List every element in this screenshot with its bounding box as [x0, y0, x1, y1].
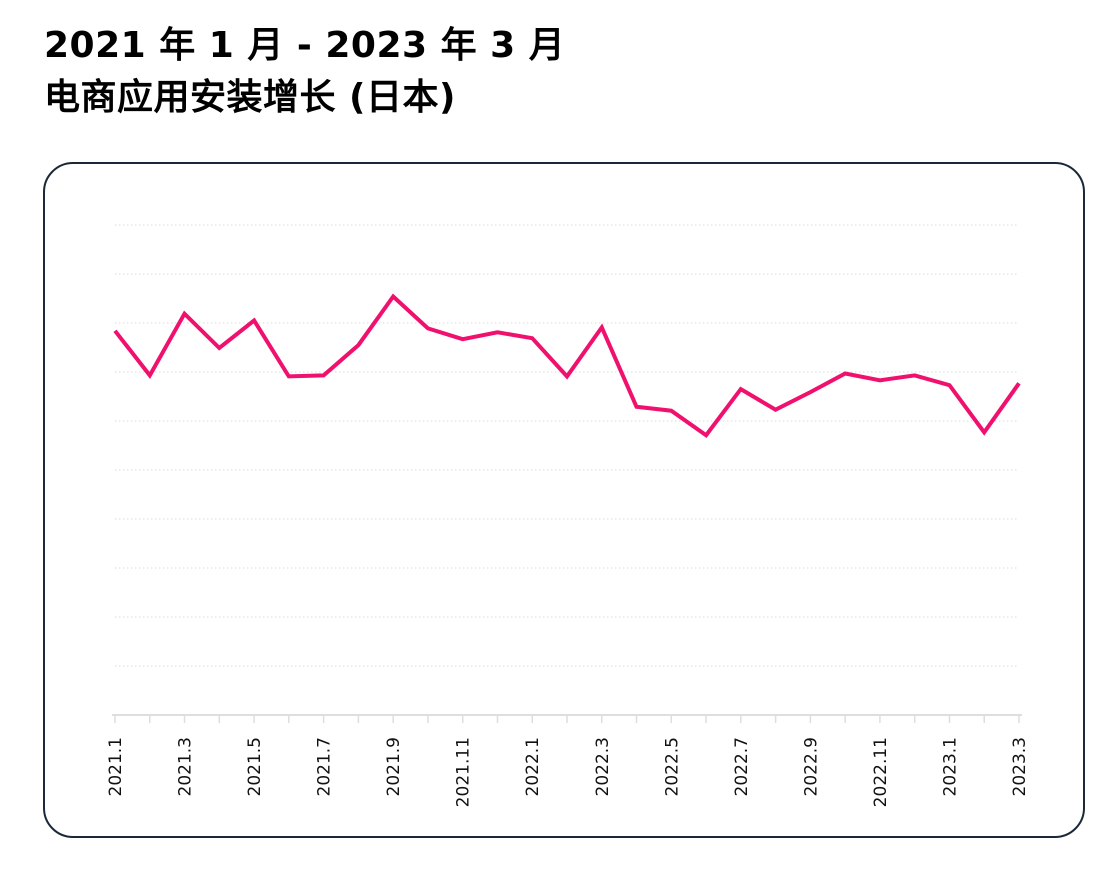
x-axis: [112, 714, 1022, 723]
x-tick-label: 2021.1: [106, 737, 126, 796]
chart-title-line1: 2021 年 1 月 - 2023 年 3 月: [44, 25, 566, 66]
x-tick-label: 2023.3: [1010, 737, 1030, 796]
x-tick-label: 2022.11: [871, 737, 891, 807]
x-tick-label: 2021.5: [245, 737, 265, 796]
x-tick-label: 2022.3: [593, 737, 613, 796]
x-tick-label: 2022.5: [662, 737, 682, 796]
x-tick-label: 2022.7: [732, 737, 752, 796]
x-tick-label: 2021.9: [384, 737, 404, 796]
x-tick-labels: 2021.1 2021.3 2021.5 2021.7 2021.9 2021.11 202…: [106, 737, 1030, 807]
x-tick-label: 2021.7: [315, 737, 335, 796]
chart-card: [43, 162, 1085, 838]
x-tick-label: 2021.3: [176, 737, 196, 796]
chart-title-line2: 电商应用安装增长 (日本): [44, 77, 456, 118]
series-layer: [113, 293, 1021, 438]
x-tick-label: 2022.9: [801, 737, 821, 796]
x-tick-label: 2021.11: [454, 737, 474, 807]
series-line: [113, 293, 1021, 438]
gridlines: [115, 224, 1019, 667]
x-tick-label: 2023.1: [940, 737, 960, 796]
x-tick-label: 2022.1: [523, 737, 543, 796]
chart-title: 2021 年 1 月 - 2023 年 3 月 电商应用安装增长 (日本): [44, 20, 565, 124]
